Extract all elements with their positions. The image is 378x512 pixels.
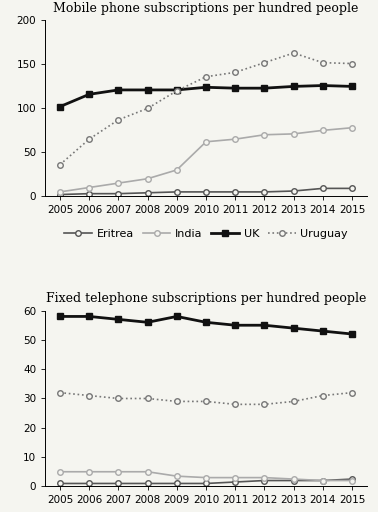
Title: Fixed telephone subscriptions per hundred people: Fixed telephone subscriptions per hundre…	[46, 292, 366, 305]
Legend: Eritrea, India, UK, Uruguay: Eritrea, India, UK, Uruguay	[60, 225, 352, 244]
Title: Mobile phone subscriptions per hundred people: Mobile phone subscriptions per hundred p…	[53, 2, 359, 15]
